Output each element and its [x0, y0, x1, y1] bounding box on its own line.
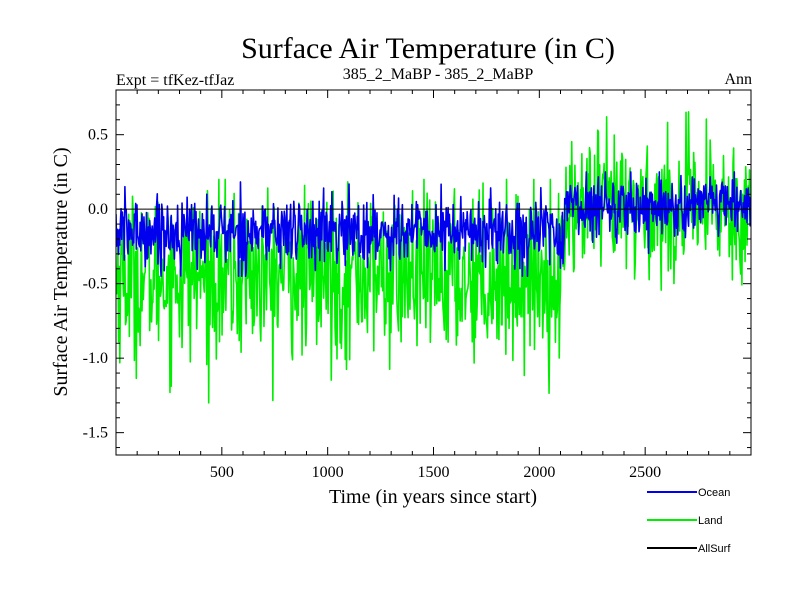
chart-subtitle-center: 385_2_MaBP - 385_2_MaBP — [343, 66, 534, 83]
x-tick-label: 2500 — [629, 464, 661, 481]
x-tick-label: 1000 — [312, 464, 344, 481]
x-axis: 500 1000 1500 2000 2500 — [136, 90, 731, 481]
chart-title: Surface Air Temperature (in C) — [241, 32, 615, 65]
y-tick-label: 0.5 — [88, 127, 108, 144]
legend-label-land: Land — [698, 515, 722, 527]
series-line-land — [116, 111, 751, 404]
legend-label-allsurf: AllSurf — [698, 543, 731, 555]
y-axis-label: Surface Air Temperature (in C) — [50, 147, 72, 396]
x-tick-label: 500 — [210, 464, 234, 481]
series-line-ocean — [116, 171, 751, 278]
x-tick-label: 1500 — [418, 464, 450, 481]
legend: Ocean Land AllSurf — [647, 487, 731, 555]
chart-subtitle-left: Expt = tfKez-tfJaz — [116, 72, 234, 89]
y-tick-label: -1.0 — [83, 350, 108, 367]
x-tick-label: 2000 — [523, 464, 555, 481]
legend-label-ocean: Ocean — [698, 487, 730, 499]
y-tick-label: -1.5 — [83, 425, 108, 442]
chart-subtitle-right: Ann — [724, 71, 752, 88]
y-axis: 0.5 0.0 -0.5 -1.0 -1.5 — [83, 104, 751, 449]
y-tick-label: -0.5 — [83, 276, 108, 293]
y-tick-label: 0.0 — [88, 201, 108, 218]
series-layer — [116, 111, 751, 404]
x-axis-label: Time (in years since start) — [329, 486, 537, 508]
